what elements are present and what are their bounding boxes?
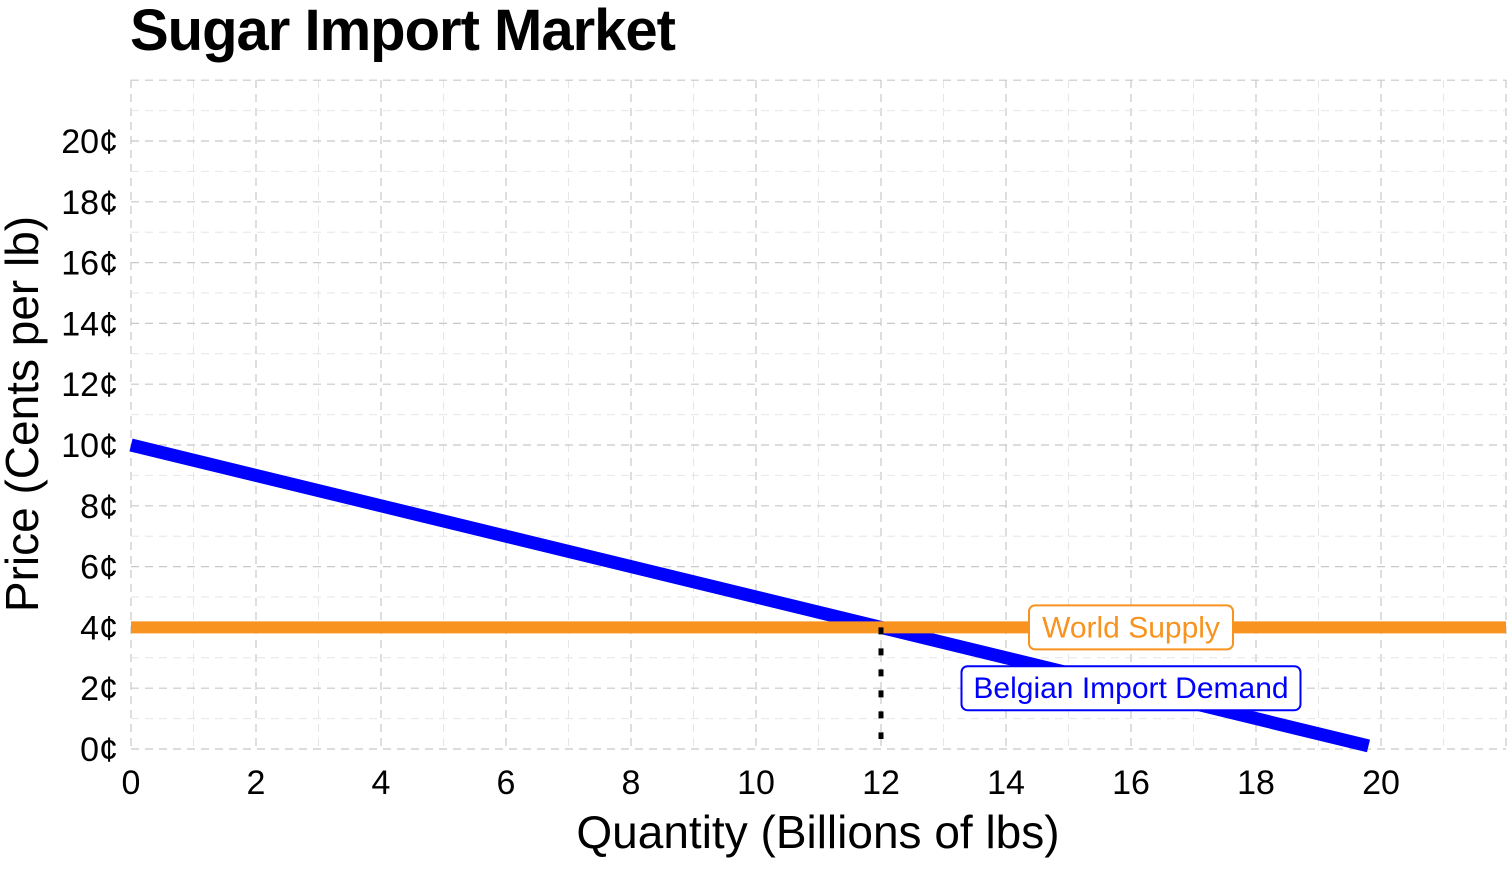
series-label-box bbox=[960, 665, 1302, 712]
series-label-text: World Supply bbox=[1042, 611, 1220, 644]
y-tick-label: 2¢ bbox=[80, 670, 118, 708]
y-tick-label: 16¢ bbox=[61, 245, 118, 283]
series-label-text: Belgian Import Demand bbox=[973, 672, 1288, 705]
y-tick-label: 8¢ bbox=[80, 488, 118, 526]
y-axis-label: Price (Cents per lb) bbox=[0, 216, 48, 612]
y-tick-label: 4¢ bbox=[80, 609, 118, 647]
grid bbox=[130, 79, 1507, 750]
chart-title: Sugar Import Market bbox=[130, 0, 676, 63]
y-tick-label: 12¢ bbox=[61, 366, 118, 404]
x-tick-label: 6 bbox=[497, 764, 516, 802]
series-label-belgian-import-demand: Belgian Import Demand bbox=[960, 665, 1302, 712]
x-tick-label: 12 bbox=[862, 764, 900, 802]
x-tick-label: 20 bbox=[1362, 764, 1400, 802]
series-label-world-supply: World Supply bbox=[1028, 604, 1234, 651]
x-tick-label: 10 bbox=[737, 764, 775, 802]
x-tick-label: 0 bbox=[122, 764, 141, 802]
x-tick-label: 4 bbox=[372, 764, 391, 802]
y-tick-label: 18¢ bbox=[61, 184, 118, 222]
y-tick-label: 14¢ bbox=[61, 305, 118, 343]
x-tick-label: 16 bbox=[1112, 764, 1150, 802]
x-tick-label: 2 bbox=[247, 764, 266, 802]
x-tick-label: 18 bbox=[1237, 764, 1275, 802]
y-tick-label: 0¢ bbox=[80, 731, 118, 769]
x-axis-label: Quantity (Billions of lbs) bbox=[576, 806, 1059, 858]
y-tick-label: 10¢ bbox=[61, 427, 118, 465]
series-label-box bbox=[1028, 604, 1234, 651]
y-tick-label: 20¢ bbox=[61, 123, 118, 161]
y-tick-label: 6¢ bbox=[80, 549, 118, 587]
x-tick-label: 8 bbox=[622, 764, 641, 802]
x-tick-label: 14 bbox=[987, 764, 1025, 802]
